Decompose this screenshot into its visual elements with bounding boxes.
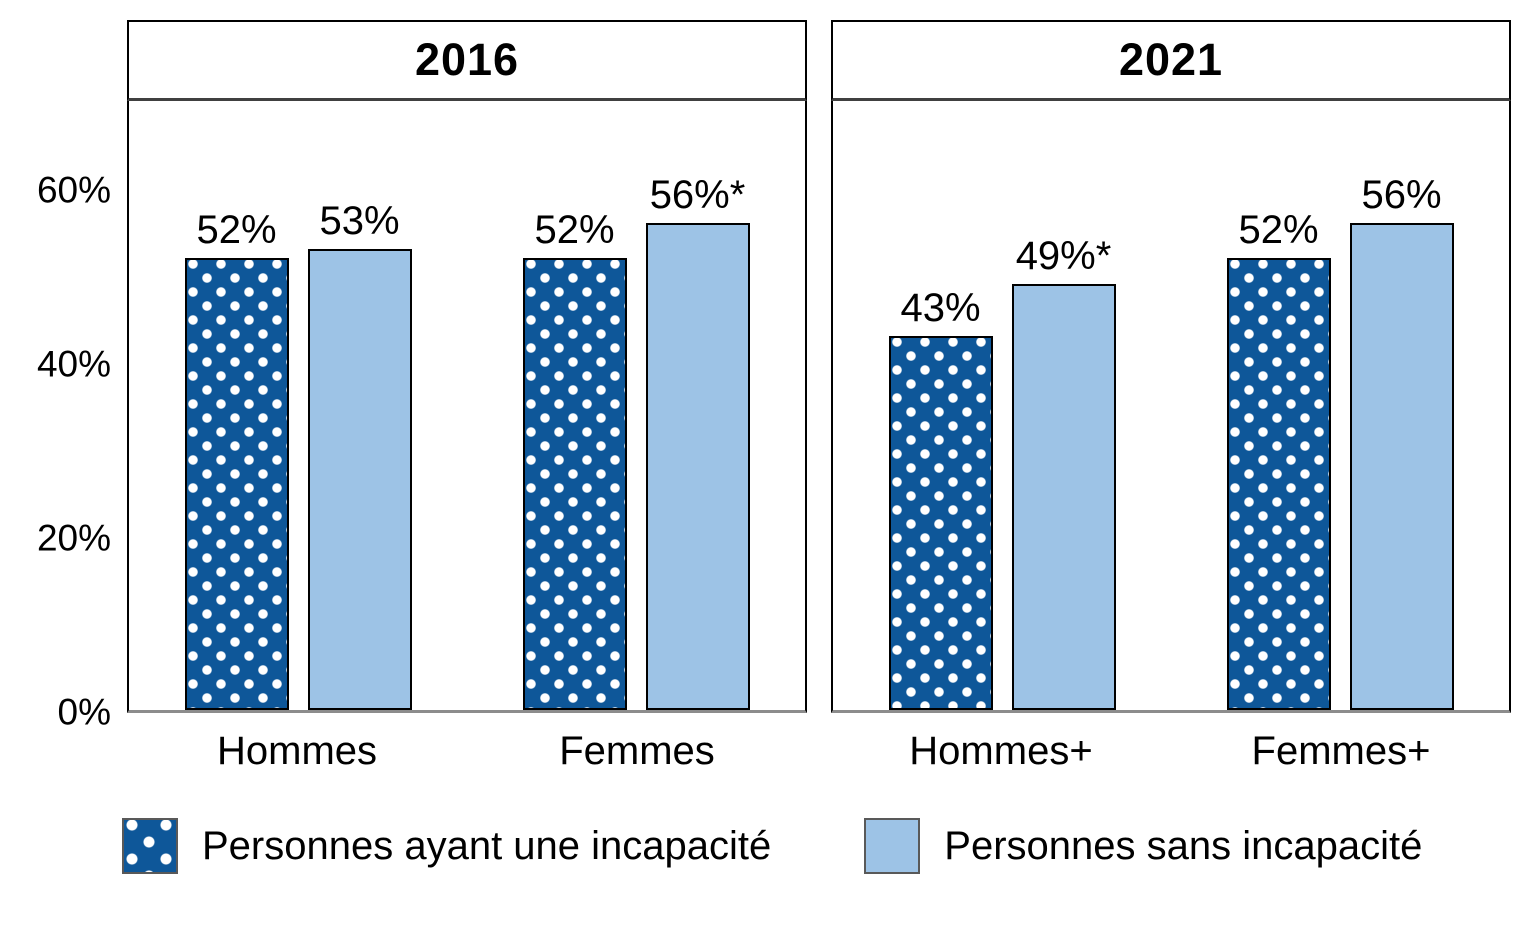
plot-area-2016: 52% 53% 52% 56%* [127,101,807,713]
x-axis-labels-2016: Hommes Femmes [127,713,807,771]
bar-group: 52% 56% [1171,101,1509,710]
legend-label-incapacite: Personnes ayant une incapacité [202,824,772,868]
legend-item-incapacite: Personnes ayant une incapacité [122,818,771,874]
chart-row: 0% 20% 40% 60% 2016 52% 53% 52% 56%* Hommes Fem… [0,20,1535,771]
plot-area-2021: 43% 49%* 52% 56% [831,101,1511,713]
bar-group: 52% 56%* [467,101,805,710]
bar-value-label: 49%* [1015,233,1112,278]
grouped-bar-chart-figure: 0% 20% 40% 60% 2016 52% 53% 52% 56%* Hommes Fem… [0,20,1535,771]
bar-value-label: 56% [1361,172,1442,217]
legend-item-sans-incapacite: Personnes sans incapacité [864,818,1422,874]
bar-value-label: 53% [319,198,400,243]
y-axis: 0% 20% 40% 60% [0,103,127,731]
bar-sans-incapacite: 49%* [1011,236,1116,710]
facet-panels: 2016 52% 53% 52% 56%* Hommes Femmes 2021 43%… [127,20,1511,771]
bar-group: 52% 53% [129,101,467,710]
legend-label-sans-incapacite: Personnes sans incapacité [944,824,1423,868]
legend-swatch-sans-incapacite-icon [864,818,921,874]
bar-sans-incapacite: 53% [307,201,412,710]
legend: Personnes ayant une incapacité Personnes… [122,818,1535,874]
category-label: Hommes+ [909,729,1093,773]
y-axis-tick-label: 60% [36,169,111,211]
bar-incapacite: 52% [1226,210,1331,710]
facet-title-2021: 2021 [1118,34,1224,85]
y-axis-tick-label: 0% [57,691,111,733]
facet-title-2016: 2016 [414,34,520,85]
facet-header-2021: 2021 [831,20,1511,101]
bar-group: 43% 49%* [833,101,1171,710]
bar-value-label: 52% [1238,207,1319,252]
bar-value-label: 52% [196,207,277,252]
bar-value-label: 43% [900,285,981,330]
bar-value-label: 52% [534,207,615,252]
bar-incapacite: 52% [184,210,289,710]
legend-swatch-incapacite-icon [122,818,178,874]
y-axis-tick-label: 20% [36,517,111,559]
bar-incapacite: 43% [888,288,993,710]
facet-header-2016: 2016 [127,20,807,101]
bar-incapacite: 52% [522,210,627,710]
bar-sans-incapacite: 56%* [645,175,750,710]
category-label: Hommes [216,729,378,773]
x-axis-labels-2021: Hommes+ Femmes+ [831,713,1511,771]
facet-panel-2021: 2021 43% 49%* 52% 56% Hommes+ Femmes+ [831,20,1511,771]
bar-sans-incapacite: 56% [1349,175,1454,710]
category-label: Femmes [559,729,715,773]
bar-value-label: 56%* [649,172,746,217]
y-axis-tick-label: 40% [36,343,111,385]
category-label: Femmes+ [1251,729,1431,773]
facet-panel-2016: 2016 52% 53% 52% 56%* Hommes Femmes [127,20,807,771]
